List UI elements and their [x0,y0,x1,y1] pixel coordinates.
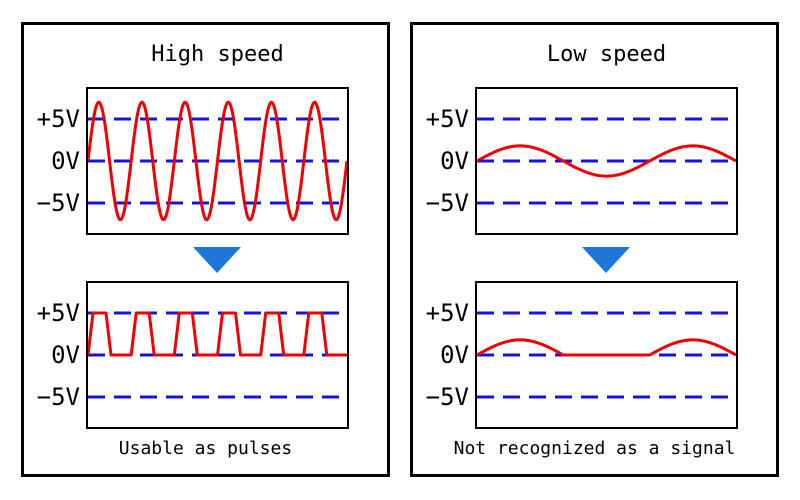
low-speed-sine-waveform [477,144,736,178]
low-speed-caption: Not recognized as a signal [453,438,736,459]
plus5v-label: +5V [36,299,80,327]
down-arrow-icon [193,247,241,273]
pulse-train-plot [88,311,347,399]
down-arrow-icon [582,247,630,273]
high-speed-input-plot [86,87,349,235]
plus5v-label: +5V [425,105,469,133]
zero-v-label: 0V [51,147,80,175]
low-speed-input-plot [475,87,738,235]
low-speed-output-plot [475,281,738,429]
high-speed-caption: Usable as pulses [118,438,293,459]
high-speed-output-plot [86,281,349,429]
clipped-signal-waveform [477,338,736,357]
high-speed-sine-plot [88,100,347,222]
high-speed-sine-waveform [88,100,347,222]
panel-title-high-speed: High speed [151,42,284,67]
panel-title-low-speed: Low speed [546,42,667,67]
pulse-train-waveform [88,311,347,357]
clipped-signal-plot [477,311,736,399]
low-speed-sine-plot [477,117,736,205]
minus5v-label: −5V [425,383,469,411]
zero-v-label: 0V [51,341,80,369]
minus5v-label: −5V [36,383,80,411]
zero-v-label: 0V [440,147,469,175]
minus5v-label: −5V [425,189,469,217]
minus5v-label: −5V [36,189,80,217]
plus5v-label: +5V [425,299,469,327]
plus5v-label: +5V [36,105,80,133]
high-speed-panel: High speed +5V 0V −5V +5V 0V −5V [21,22,390,477]
zero-v-label: 0V [440,341,469,369]
low-speed-panel: Low speed +5V 0V −5V +5V 0V −5V [410,22,779,477]
